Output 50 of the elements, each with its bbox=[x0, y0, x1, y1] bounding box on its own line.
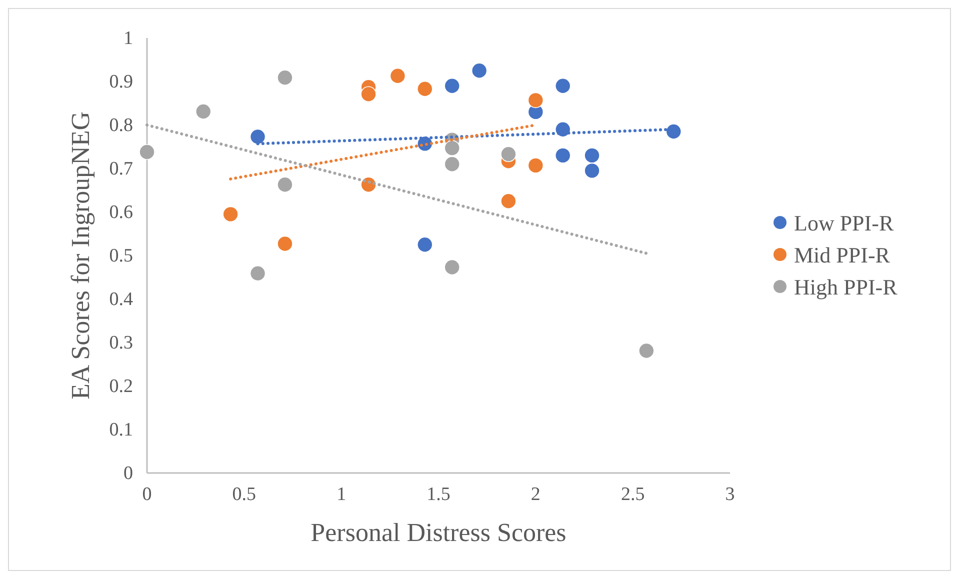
point bbox=[277, 70, 293, 86]
point bbox=[250, 265, 266, 282]
x-tick-label: 1 bbox=[336, 484, 346, 505]
y-tick-label: 0.9 bbox=[109, 72, 133, 92]
point bbox=[222, 206, 238, 222]
point bbox=[528, 158, 544, 174]
y-tick-label: 0.1 bbox=[109, 420, 133, 440]
point bbox=[444, 140, 460, 156]
x-tick-label: 2 bbox=[530, 484, 540, 505]
y-axis-title: EA Scores for IngroupNEG bbox=[66, 111, 95, 400]
point bbox=[416, 80, 433, 97]
point bbox=[139, 144, 155, 160]
point bbox=[584, 148, 600, 164]
y-tick-label: 0.8 bbox=[109, 115, 133, 136]
x-tick-label: 3 bbox=[725, 484, 735, 505]
point bbox=[250, 128, 266, 145]
point bbox=[390, 68, 406, 84]
x-tick-label: 0 bbox=[142, 484, 152, 505]
point bbox=[360, 86, 376, 102]
point bbox=[638, 342, 654, 359]
point bbox=[471, 62, 488, 79]
point bbox=[554, 78, 571, 94]
point bbox=[500, 146, 516, 162]
x-tick-label: 2.5 bbox=[620, 484, 645, 505]
x-axis-title: Personal Distress Scores bbox=[310, 518, 566, 547]
point bbox=[195, 104, 212, 120]
point bbox=[444, 78, 460, 94]
y-tick-label: 0.4 bbox=[109, 289, 134, 310]
point bbox=[277, 176, 293, 192]
x-tick-label: 1.5 bbox=[426, 484, 450, 505]
y-tick-label: 0.2 bbox=[109, 376, 133, 397]
point bbox=[500, 193, 516, 210]
point bbox=[416, 236, 433, 253]
legend-label: Mid PPI-R bbox=[794, 242, 890, 268]
y-tick-label: 0.5 bbox=[109, 246, 133, 266]
point bbox=[277, 236, 293, 252]
point bbox=[528, 92, 544, 108]
y-tick-label: 0.3 bbox=[109, 332, 133, 354]
point bbox=[584, 162, 600, 179]
point bbox=[666, 124, 682, 140]
x-tick-label: 0.5 bbox=[232, 484, 256, 505]
point bbox=[444, 156, 460, 172]
point bbox=[444, 259, 460, 276]
y-tick-label: 0.7 bbox=[109, 158, 133, 180]
legend-label: High PPI-R bbox=[794, 274, 898, 300]
legend-label: Low PPI-R bbox=[794, 210, 894, 236]
y-tick-label: 0.6 bbox=[109, 202, 133, 223]
y-tick-label: 1 bbox=[124, 28, 133, 49]
y-tick-label: 0 bbox=[124, 463, 133, 484]
point bbox=[554, 148, 571, 164]
